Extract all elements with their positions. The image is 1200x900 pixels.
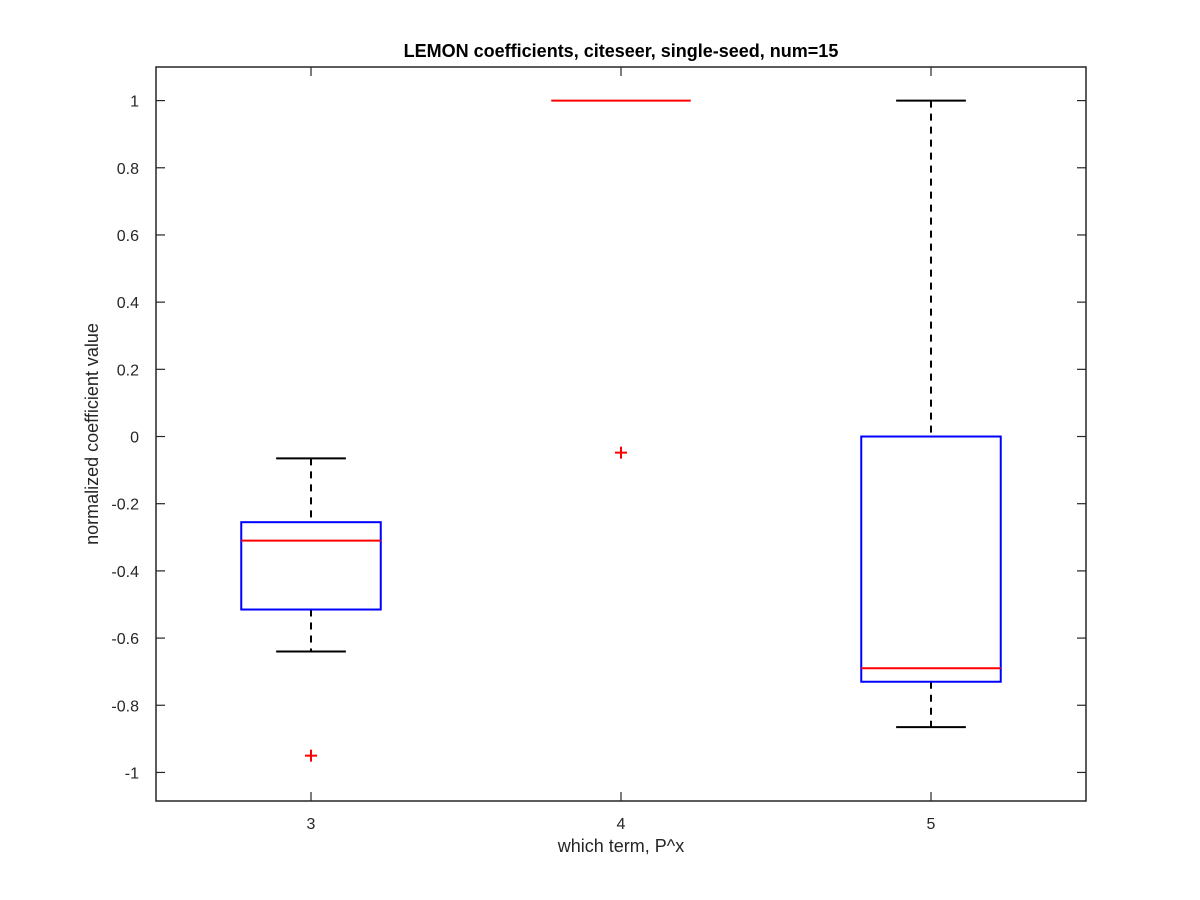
- x-axis-label: which term, P^x: [557, 836, 684, 856]
- y-tick-label: 0: [130, 430, 139, 447]
- y-axis-label: normalized coefficient value: [82, 323, 102, 545]
- x-tick-label: 5: [927, 816, 936, 833]
- y-tick-label: -0.2: [111, 497, 139, 514]
- y-tick-label: -0.4: [111, 564, 139, 581]
- y-tick-label: 0.6: [117, 228, 139, 245]
- y-tick-label: -0.8: [111, 698, 139, 715]
- outlier-marker: [305, 749, 317, 762]
- axes-frame: [155, 66, 1087, 802]
- y-tick-label: 0.4: [117, 295, 139, 312]
- chart-title: LEMON coefficients, citeseer, single-see…: [404, 41, 839, 61]
- box-iqr: [860, 435, 1002, 683]
- y-tick-label: 0.8: [117, 161, 139, 178]
- y-tick-label: 0.2: [117, 362, 139, 379]
- box-iqr: [240, 521, 382, 611]
- plot-area: 1 0.8 0.6 0.4 0.2 0 -0.2 -0.4 -0.6 -0.8 -1 3 4 5: [111, 66, 1087, 833]
- x-tick-label: 3: [307, 816, 316, 833]
- y-tick-label: -1: [125, 765, 139, 782]
- outlier-marker: [615, 446, 627, 459]
- y-tick-label: -0.6: [111, 631, 139, 648]
- x-tick-label: 4: [617, 816, 626, 833]
- y-tick-label: 1: [130, 94, 139, 111]
